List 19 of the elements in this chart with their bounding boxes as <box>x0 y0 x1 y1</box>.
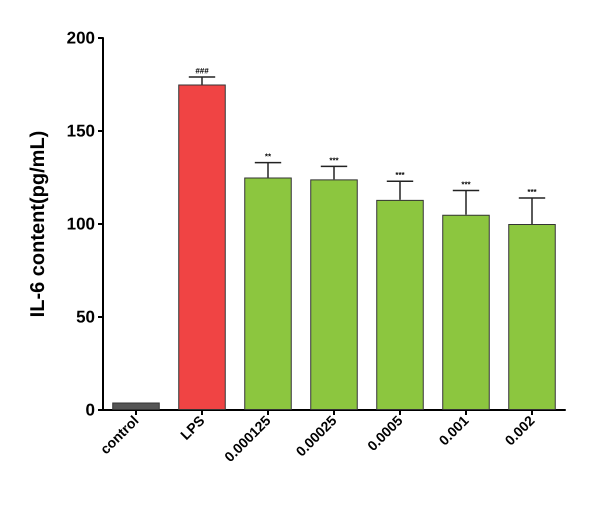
bar <box>508 224 556 410</box>
annotation: *** <box>461 180 472 190</box>
annotation: ### <box>195 66 210 76</box>
annotation: *** <box>527 187 538 196</box>
annotation: *** <box>329 156 340 165</box>
y-tick-label: 200 <box>66 28 95 48</box>
annotation: ** <box>264 152 272 162</box>
y-axis-title: IL-6 content(pg/mL) <box>27 130 49 318</box>
annotation: *** <box>395 170 406 180</box>
y-tick-label: 50 <box>76 308 95 326</box>
bar <box>244 178 292 410</box>
bar <box>112 402 160 410</box>
bar <box>376 200 424 410</box>
bar <box>310 179 358 410</box>
y-tick-label: 100 <box>66 214 95 234</box>
y-tick-label: 0 <box>86 400 95 420</box>
bar <box>442 214 490 410</box>
bar <box>178 84 226 410</box>
y-tick-label: 150 <box>66 122 95 140</box>
